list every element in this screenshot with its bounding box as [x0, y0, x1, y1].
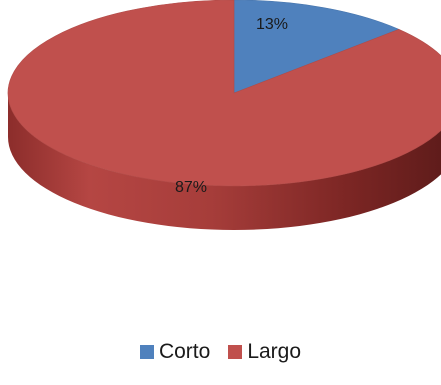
legend-label-largo: Largo — [247, 340, 302, 363]
legend-label-corto: Corto — [158, 340, 211, 363]
pie-side-largo — [8, 93, 441, 230]
pie-slice-largo — [7, 0, 441, 187]
pie-labels: 13% 87% — [175, 16, 288, 196]
legend-swatch-largo — [228, 345, 243, 359]
pie-chart-svg: 13% 87% — [7, 0, 441, 230]
legend-swatch-corto — [139, 345, 154, 359]
pie-slice-corto — [233, 0, 400, 94]
legend-item-largo: Largo — [228, 340, 301, 364]
legend: Corto Largo — [0, 340, 441, 364]
data-label-largo: 87% — [175, 179, 207, 196]
legend-item-corto: Corto — [139, 340, 211, 364]
pie-tops — [7, 0, 441, 187]
data-label-corto: 13% — [256, 16, 288, 33]
pie-sides — [8, 93, 441, 230]
